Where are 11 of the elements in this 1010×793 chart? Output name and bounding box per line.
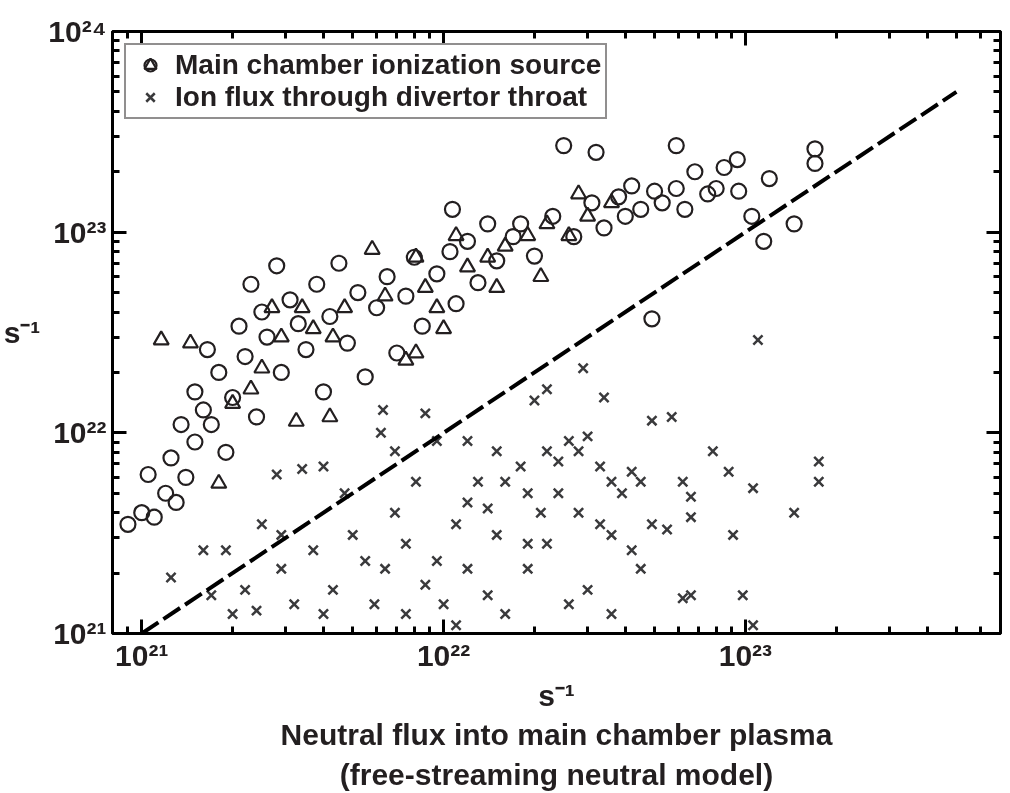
x-axis-title: s⁻¹ Neutral flux into main chamber plasma (free-streaming neutral model) xyxy=(280,678,833,791)
y-tick-label: 10²¹ xyxy=(53,617,107,650)
y-axis-title: s⁻¹ xyxy=(3,316,41,349)
y-tick-label: 10²² xyxy=(53,416,107,450)
y-tick-label: 10²⁴ xyxy=(48,15,107,48)
legend-label: Ion flux through divertor throat xyxy=(175,81,588,113)
x-tick-label: 10²² xyxy=(416,638,471,672)
y-tick-label: 10²³ xyxy=(53,215,107,249)
x-tick-label: 10²³ xyxy=(718,638,773,672)
legend-label: Main chamber ionization source xyxy=(175,49,602,81)
x-tick-label: 10²¹ xyxy=(115,638,169,672)
